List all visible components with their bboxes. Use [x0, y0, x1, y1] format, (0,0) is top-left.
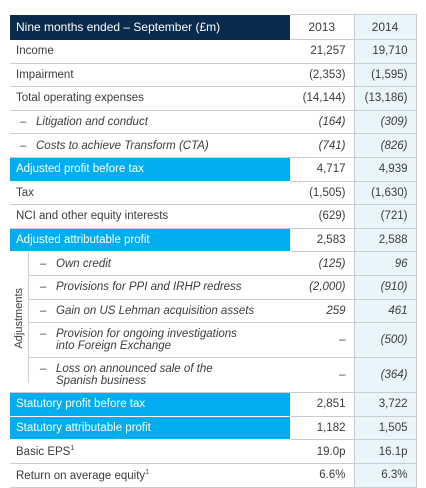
highlight-row-statutory-pbt: Statutory profit before tax 2,851 3,722	[10, 392, 417, 417]
value-2013: 259	[290, 299, 354, 324]
row-label-text: Own credit	[56, 257, 111, 270]
value-2014: 1,505	[353, 416, 417, 441]
value-2014: 96	[353, 251, 417, 276]
row-label-text: Costs to achieve Transform (CTA)	[36, 139, 209, 152]
row-label: Impairment	[10, 63, 290, 88]
value-2014: 461	[353, 299, 417, 324]
adjustment-row: – Gain on US Lehman acquisition assets 25…	[10, 299, 417, 324]
dash-marker: –	[40, 328, 47, 341]
table-row: – Costs to achieve Transform (CTA) (741) …	[10, 133, 417, 158]
row-label-text: Gain on US Lehman acquisition assets	[56, 304, 255, 317]
footnote-marker: 1	[70, 445, 75, 453]
table-row: NCI and other equity interests (629) (72…	[10, 204, 417, 229]
table-row: Tax (1,505) (1,630)	[10, 181, 417, 206]
row-label: Statutory attributable profit	[10, 416, 290, 441]
value-2013: 4,717	[290, 157, 354, 182]
row-label-text: Return on average equity	[16, 469, 146, 482]
row-label: Adjusted attributable profit	[10, 228, 290, 253]
highlight-row-statutory-attributable: Statutory attributable profit 1,182 1,50…	[10, 416, 417, 441]
table-row: – Litigation and conduct (164) (309)	[10, 110, 417, 135]
footnote-fragment	[10, 462, 416, 470]
dash-marker: –	[40, 304, 47, 317]
header-2013: 2013	[290, 14, 354, 40]
row-label: Income	[10, 39, 290, 64]
value-2014: (13,186)	[353, 86, 417, 111]
highlight-row-adjusted-pbt: Adjusted profit before tax 4,717 4,939	[10, 157, 417, 182]
row-label: Total operating expenses	[10, 86, 290, 111]
dash-marker: –	[20, 139, 27, 152]
value-2014: 3,722	[353, 392, 417, 417]
value-2013: 19.0p	[290, 439, 354, 464]
adjustment-row: – Provisions for PPI and IRHP redress (2,…	[10, 275, 417, 300]
row-label: NCI and other equity interests	[10, 204, 290, 229]
row-label: Basic EPS1	[10, 439, 290, 464]
row-label: – Loss on announced sale of the Spanish b…	[10, 357, 290, 394]
table-row: Basic EPS1 19.0p 16.1p	[10, 439, 417, 464]
top-edge-fragment	[0, 0, 426, 8]
row-label: Adjusted profit before tax	[10, 157, 290, 182]
value-2014: (364)	[353, 357, 417, 394]
row-label: – Provisions for PPI and IRHP redress	[10, 275, 290, 300]
value-2014: (826)	[353, 133, 417, 158]
row-label-text: Litigation and conduct	[36, 116, 148, 129]
adjustments-side-label: Adjustments	[10, 252, 29, 384]
value-2013: 2,851	[290, 392, 354, 417]
value-2013: (125)	[290, 251, 354, 276]
value-2014: (500)	[353, 322, 417, 359]
value-2014: (1,630)	[353, 181, 417, 206]
value-2014: 19,710	[353, 39, 417, 64]
value-2014: (910)	[353, 275, 417, 300]
dash-marker: –	[40, 281, 47, 294]
value-2013: (164)	[290, 110, 354, 135]
value-2013: (1,505)	[290, 181, 354, 206]
value-2013: (2,353)	[290, 63, 354, 88]
value-2014: 16.1p	[353, 439, 417, 464]
adjustments-title: Adjustments	[13, 287, 25, 349]
value-2013: 21,257	[290, 39, 354, 64]
value-2014: 4,939	[353, 157, 417, 182]
table-header-row: Nine months ended – September (£m) 2013 …	[10, 14, 417, 40]
adjustment-row: – Loss on announced sale of the Spanish b…	[10, 357, 417, 394]
row-label-text: Provision for ongoing investigations int…	[56, 328, 237, 353]
value-2014: (1,595)	[353, 63, 417, 88]
row-label: Statutory profit before tax	[10, 392, 290, 417]
adjustment-row: – Provision for ongoing investigations in…	[10, 322, 417, 359]
dash-marker: –	[20, 116, 27, 129]
dash-marker: –	[40, 363, 47, 376]
row-label: – Costs to achieve Transform (CTA)	[10, 133, 290, 158]
row-label: – Gain on US Lehman acquisition assets	[10, 299, 290, 324]
header-2014: 2014	[353, 14, 417, 40]
value-2013: –	[290, 322, 354, 359]
value-2013: (741)	[290, 133, 354, 158]
value-2013: (2,000)	[290, 275, 354, 300]
row-label-text: Provisions for PPI and IRHP redress	[56, 281, 242, 294]
value-2013: –	[290, 357, 354, 394]
row-label-text: Basic EPS	[16, 446, 71, 459]
adjustment-row: Adjustments – Own credit (125) 96	[10, 251, 417, 384]
value-2013: (629)	[290, 204, 354, 229]
row-label: – Litigation and conduct	[10, 110, 290, 135]
value-2013: (14,144)	[290, 86, 354, 111]
row-label: – Provision for ongoing investigations in…	[10, 322, 290, 359]
row-label: Tax	[10, 181, 290, 206]
value-2014: (721)	[353, 204, 417, 229]
table-row: Total operating expenses (14,144) (13,18…	[10, 86, 417, 111]
row-label-text: Loss on announced sale of the Spanish bu…	[56, 363, 213, 388]
value-2013: 2,583	[290, 228, 354, 253]
value-2014: (309)	[353, 110, 417, 135]
highlight-row-adjusted-attributable: Adjusted attributable profit 2,583 2,588	[10, 228, 417, 253]
table-row: Income 21,257 19,710	[10, 39, 417, 64]
dash-marker: –	[40, 257, 47, 270]
results-table: Nine months ended – September (£m) 2013 …	[10, 14, 417, 488]
row-label: Adjustments – Own credit	[10, 251, 290, 384]
header-label: Nine months ended – September (£m)	[10, 14, 290, 40]
value-2013: 1,182	[290, 416, 354, 441]
table-row: Impairment (2,353) (1,595)	[10, 63, 417, 88]
value-2014: 2,588	[353, 228, 417, 253]
